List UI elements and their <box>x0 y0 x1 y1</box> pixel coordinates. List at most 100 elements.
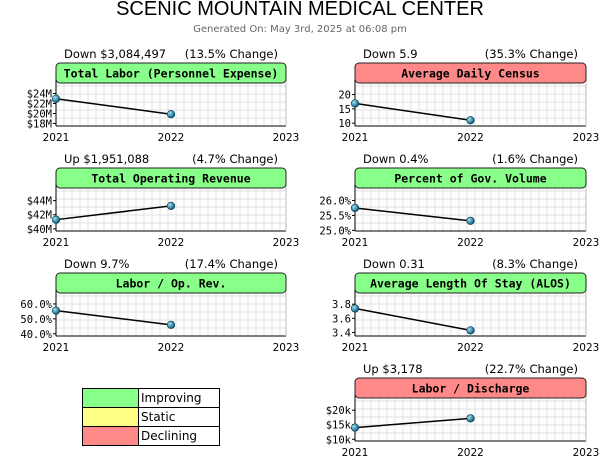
y-tick-label: 15 <box>338 104 351 116</box>
x-tick-label: 2023 <box>573 132 600 144</box>
x-tick-label: 2021 <box>43 237 70 249</box>
y-tick-label: $22M <box>27 99 52 111</box>
data-point <box>166 110 176 119</box>
data-point <box>166 320 176 329</box>
x-tick-label: 2022 <box>158 342 185 354</box>
y-tick-label: 3.8 <box>332 299 351 311</box>
series-line <box>354 207 471 222</box>
chart-panel-5: Down 9.7% (17.4% Change) Labor / Op. Rev. 6… <box>20 257 299 354</box>
data-point <box>51 94 61 103</box>
chart-panel-7: Up $3,178 (22.7% Change) Labor / Discharge… <box>326 362 600 459</box>
legend-label-improving: Improving <box>141 391 202 405</box>
data-point <box>166 201 176 211</box>
y-tick-label: 3.6 <box>332 313 351 325</box>
status-legend: Improving Static Declining <box>82 388 220 446</box>
x-tick-label: 2023 <box>273 132 300 144</box>
x-tick-label: 2023 <box>273 342 300 354</box>
y-tick-label: 3.4 <box>332 327 351 339</box>
y-tick-label: 10 <box>338 118 351 130</box>
chart-panel-1: Down $3,084,497 (13.5% Change) Total Labor… <box>27 47 300 144</box>
change-percent: (8.3% Change) <box>492 257 578 271</box>
data-point <box>466 216 475 225</box>
y-tick-label: $40M <box>27 224 52 236</box>
y-tick-label: $20M <box>27 109 52 121</box>
change-amount: Down 0.31 <box>363 257 425 271</box>
series-line <box>55 205 172 221</box>
legend-row-static: Static <box>83 408 219 427</box>
legend-swatch-declining <box>83 427 139 445</box>
chart-title-banner <box>354 167 587 189</box>
data-point <box>51 215 61 224</box>
chart-panel-6: Down 0.31 (8.3% Change) Average Length Of … <box>332 257 599 354</box>
data-point <box>350 304 360 313</box>
x-tick-label: 2021 <box>43 342 70 354</box>
data-point <box>350 203 360 213</box>
y-tick-label: 20 <box>338 90 351 102</box>
y-tick-label: 50.0% <box>20 314 52 326</box>
x-tick-label: 2021 <box>43 132 70 144</box>
page-title: SCENIC MOUNTAIN MEDICAL CENTER <box>116 0 484 20</box>
legend-label-declining: Declining <box>141 429 198 443</box>
chart-title-banner <box>55 167 287 189</box>
x-tick-label: 2023 <box>573 342 600 354</box>
chart-title: Labor / Discharge <box>412 382 530 396</box>
change-amount: Up $3,178 <box>363 362 423 376</box>
change-percent: (13.5% Change) <box>185 47 278 61</box>
series-line <box>354 307 471 332</box>
x-tick-label: 2022 <box>457 447 484 459</box>
y-tick-label: $20k <box>326 405 352 417</box>
y-tick-label: $24M <box>27 89 52 101</box>
change-percent: (4.7% Change) <box>192 152 278 166</box>
change-percent: (35.3% Change) <box>485 47 578 61</box>
chart-title-banner <box>354 377 587 399</box>
generated-timestamp: Generated On: May 3rd, 2025 at 06:08 pm <box>193 24 407 35</box>
x-tick-label: 2022 <box>158 132 185 144</box>
y-tick-label: $42M <box>27 210 52 222</box>
y-tick-label: 60.0% <box>20 299 52 311</box>
chart-title-banner <box>354 62 587 84</box>
chart-title: Average Length Of Stay (ALOS) <box>370 277 571 291</box>
legend-swatch-static <box>83 408 139 426</box>
change-percent: (17.4% Change) <box>185 257 278 271</box>
series-line <box>354 102 471 122</box>
legend-row-improving: Improving <box>83 389 219 408</box>
data-point <box>466 116 475 125</box>
change-amount: Down 5.9 <box>363 47 418 61</box>
change-amount: Up $1,951,088 <box>64 152 149 166</box>
chart-title-banner <box>55 62 287 84</box>
data-point <box>51 306 61 315</box>
y-tick-label: 26.0% <box>319 195 351 207</box>
chart-panel-3: Up $1,951,088 (4.7% Change) Total Operatin… <box>27 152 300 249</box>
y-tick-label: $18M <box>27 119 52 131</box>
legend-swatch-improving <box>83 389 139 407</box>
x-tick-label: 2022 <box>158 237 185 249</box>
chart-title: Total Operating Revenue <box>91 172 250 186</box>
y-tick-label: $15k <box>326 420 352 432</box>
x-tick-label: 2021 <box>342 237 369 249</box>
legend-row-declining: Declining <box>83 427 219 445</box>
chart-title: Total Labor (Personnel Expense) <box>64 67 279 81</box>
x-tick-label: 2021 <box>342 447 369 459</box>
chart-title: Percent of Gov. Volume <box>394 172 546 186</box>
change-amount: Down $3,084,497 <box>64 47 166 61</box>
y-tick-label: 25.5% <box>319 210 351 222</box>
chart-title-banner <box>55 272 287 294</box>
x-tick-label: 2021 <box>342 342 369 354</box>
data-point <box>466 414 475 423</box>
data-point <box>350 423 360 432</box>
chart-title-banner <box>354 272 587 294</box>
x-tick-label: 2023 <box>573 237 600 249</box>
series-line <box>55 309 172 326</box>
y-tick-label: 25.0% <box>319 225 351 237</box>
data-point <box>466 326 475 335</box>
chart-panel-4: Down 0.4% (1.6% Change) Percent of Gov. Vo… <box>319 152 599 249</box>
x-tick-label: 2023 <box>573 447 600 459</box>
change-amount: Down 0.4% <box>363 152 429 166</box>
x-tick-label: 2022 <box>457 237 484 249</box>
chart-title: Labor / Op. Rev. <box>116 277 227 291</box>
y-tick-label: 40.0% <box>20 329 52 341</box>
x-tick-label: 2021 <box>342 132 369 144</box>
x-tick-label: 2022 <box>457 132 484 144</box>
chart-panel-2: Down 5.9 (35.3% Change) Average Daily Cens… <box>338 47 599 144</box>
